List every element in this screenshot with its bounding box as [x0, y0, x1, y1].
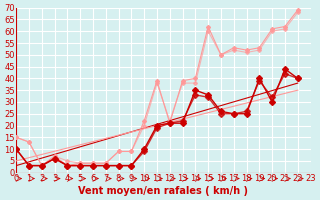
X-axis label: Vent moyen/en rafales ( km/h ): Vent moyen/en rafales ( km/h ) — [78, 186, 248, 196]
